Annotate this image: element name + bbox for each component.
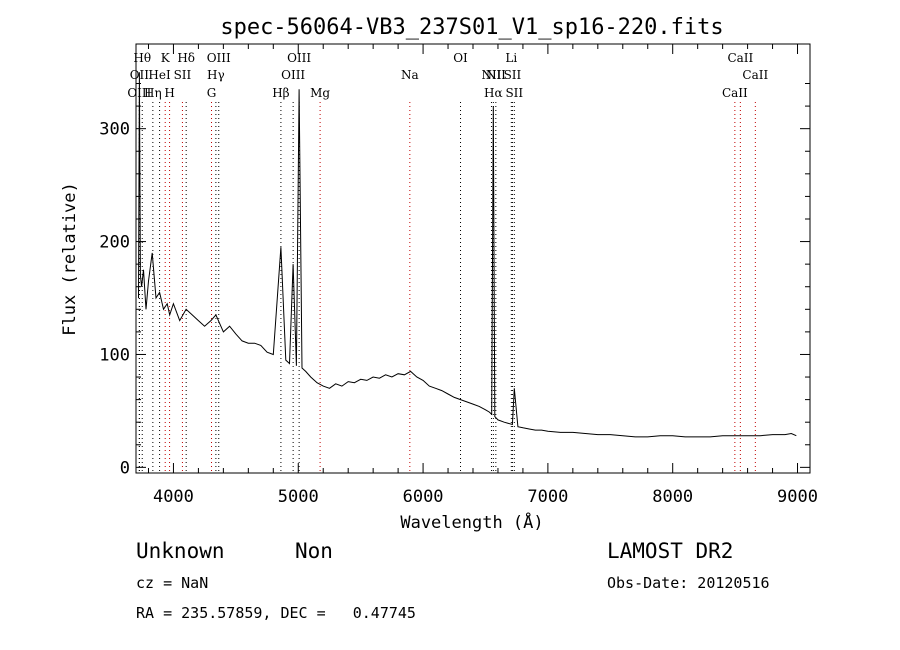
x-tick-label: 8000 [652, 487, 693, 507]
line-marker-label: Hθ [133, 51, 151, 65]
plot-frame [135, 43, 811, 474]
line-marker-label: G [207, 86, 217, 100]
line-marker-label: SII [504, 68, 522, 82]
survey-name: LAMOST DR2 [607, 539, 734, 563]
observation-date: Obs-Date: 20120516 [607, 574, 770, 592]
x-axis-label: Wavelength (Å) [400, 511, 543, 533]
line-marker-label: H [164, 86, 174, 100]
y-tick-label: 200 [99, 233, 130, 253]
line-marker-label: CaII [742, 68, 768, 82]
line-marker-label: Hη [144, 86, 162, 100]
line-marker-label: OI [453, 51, 468, 65]
spectrum-line [138, 72, 797, 438]
line-marker-label: NII [486, 68, 506, 82]
x-axis-ticks: 4000 5000 6000 7000 8000 9000 [147, 44, 818, 507]
line-marker-label: Hδ [177, 51, 195, 65]
line-markers [138, 102, 756, 473]
line-marker-label: K [161, 51, 171, 65]
line-marker-label: OIII [281, 68, 305, 82]
line-marker-label: CaII [727, 51, 753, 65]
y-tick-label: 100 [99, 345, 130, 365]
line-marker-label: OIII [207, 51, 231, 65]
x-tick-label: 5000 [278, 487, 319, 507]
x-tick-label: 9000 [777, 487, 818, 507]
y-axis-label: Flux (relative) [60, 182, 80, 336]
x-tick-label: 6000 [403, 487, 444, 507]
line-marker-label: OIII [287, 51, 311, 65]
line-marker-label: Li [505, 51, 517, 65]
object-class: Unknown [136, 539, 225, 563]
line-marker-label: CaII [722, 86, 748, 100]
line-marker-label: HeI [148, 68, 171, 82]
redshift-cz: cz = NaN [136, 574, 209, 592]
chart-title: spec-56064-VB3_237S01_V1_sp16-220.fits [220, 15, 723, 40]
line-marker-label: SII [174, 68, 192, 82]
line-marker-label: SII [505, 86, 523, 100]
line-marker-label: Mg [310, 86, 330, 100]
y-tick-label: 300 [99, 120, 130, 140]
line-marker-label: Na [401, 68, 419, 82]
line-marker-label: Hα [484, 86, 503, 100]
line-marker-labels: OIIOIIIHθHηHeIKHSIIHδGHγOIIIHβOIIIOIIIMg… [127, 51, 768, 100]
object-subclass: Non [295, 539, 333, 563]
y-axis-ticks: 0 100 200 300 [99, 83, 810, 478]
coordinates: RA = 235.57859, DEC = 0.47745 [136, 604, 416, 622]
y-tick-label: 0 [120, 458, 130, 478]
line-marker-label: Hβ [272, 86, 289, 100]
x-tick-label: 4000 [153, 487, 194, 507]
line-marker-label: Hγ [207, 68, 225, 82]
x-tick-label: 7000 [527, 487, 568, 507]
line-marker-label: NII [481, 68, 501, 82]
